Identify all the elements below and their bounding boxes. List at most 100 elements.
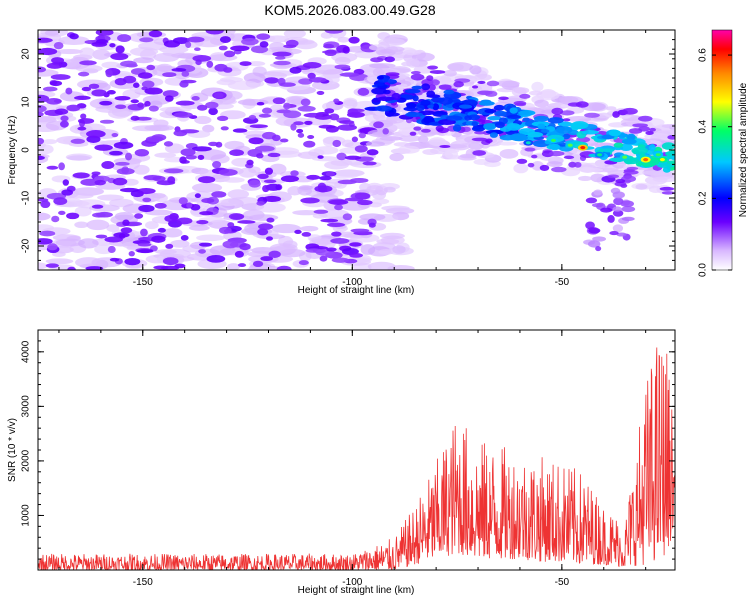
heatmap-cell xyxy=(197,176,216,184)
heatmap-cell xyxy=(513,100,527,106)
heatmap-cell xyxy=(162,257,179,266)
heatmap-peak xyxy=(622,155,628,159)
heatmap-cell xyxy=(248,179,261,188)
heatmap-cell xyxy=(635,183,648,190)
heatmap-peak xyxy=(597,153,603,157)
heatmap-cell xyxy=(621,206,636,213)
heatmap-cell xyxy=(206,60,214,68)
heatmap-cell xyxy=(376,82,385,87)
heatmap-peak xyxy=(525,141,531,145)
heatmap-cell xyxy=(186,36,205,43)
heatmap-cell xyxy=(567,102,582,107)
heatmap-cell xyxy=(179,156,187,164)
heatmap-cell xyxy=(382,128,389,135)
heatmap-cell xyxy=(484,108,497,114)
heatmap-cell xyxy=(368,222,376,228)
heatmap-cell xyxy=(151,192,166,199)
heatmap-cell xyxy=(330,159,353,167)
heatmap-cell xyxy=(176,217,193,225)
heatmap-cell xyxy=(615,178,626,184)
heatmap-cell xyxy=(435,125,444,132)
heatmap-cell xyxy=(620,200,634,208)
heatmap-cell xyxy=(110,52,129,61)
heatmap-cell xyxy=(555,126,573,134)
heatmap-cell xyxy=(409,131,417,136)
heatmap-cell xyxy=(66,212,80,220)
heatmap-cell xyxy=(308,77,327,83)
heatmap-cell xyxy=(279,82,296,87)
heatmap-cell xyxy=(133,57,155,64)
heatmap-cell xyxy=(46,97,62,105)
heatmap-cell xyxy=(294,40,318,50)
heatmap-cell xyxy=(290,123,297,131)
heatmap-cell xyxy=(638,126,651,132)
heatmap-cell xyxy=(304,120,313,126)
heatmap-cell xyxy=(289,66,302,74)
heatmap-cell xyxy=(91,89,107,97)
heatmap-cell xyxy=(46,62,63,69)
heatmap-cell xyxy=(427,104,434,109)
heatmap-cell xyxy=(438,97,453,105)
heatmap-cell xyxy=(477,80,486,84)
heatmap-cell xyxy=(489,132,498,138)
heatmap-cell xyxy=(533,115,550,122)
heatmap-cell xyxy=(585,197,598,204)
heatmap-cell xyxy=(139,37,154,43)
heatmap-cell xyxy=(247,266,277,270)
heatmap-cell xyxy=(115,45,125,54)
chart-title: KOM5.2026.083.00.49.G28 xyxy=(264,2,436,18)
heatmap-cell xyxy=(280,175,300,183)
heatmap-cell xyxy=(271,134,281,142)
heatmap-cell xyxy=(77,126,87,131)
heatmap-cell xyxy=(194,193,201,199)
heatmap-cell xyxy=(369,63,396,69)
heatmap-cell xyxy=(256,101,265,106)
heatmap-cell xyxy=(130,99,139,104)
heatmap-cell xyxy=(164,215,178,223)
heatmap-cell xyxy=(325,171,335,177)
heatmap-cell xyxy=(53,41,64,50)
heatmap-cell xyxy=(62,179,70,186)
heatmap-cell xyxy=(344,155,362,160)
heatmap-cell xyxy=(95,30,114,36)
heatmap-cell xyxy=(79,47,95,58)
heatmap-cell xyxy=(393,142,411,147)
heatmap-cell xyxy=(271,223,302,234)
top-ytick-label: 0 xyxy=(21,147,32,153)
heatmap-cell xyxy=(662,166,671,173)
heatmap-cell xyxy=(249,124,269,129)
heatmap-cell xyxy=(371,87,387,95)
heatmap-cell xyxy=(186,202,193,209)
colorbar-gradient xyxy=(711,29,733,271)
heatmap-cell xyxy=(300,225,319,232)
heatmap-cell xyxy=(540,129,550,133)
heatmap-cell xyxy=(421,83,431,91)
heatmap-cell xyxy=(75,257,103,268)
heatmap-cell xyxy=(415,104,425,112)
bottom-ytick-label: 2000 xyxy=(21,449,32,472)
heatmap-cell xyxy=(105,69,113,78)
heatmap-cell xyxy=(129,47,159,57)
heatmap-cell xyxy=(99,119,115,124)
heatmap-cell xyxy=(278,267,289,270)
heatmap-cell xyxy=(171,67,187,72)
heatmap-cell xyxy=(328,199,349,205)
heatmap-cell xyxy=(376,96,395,102)
heatmap-cell xyxy=(256,201,265,206)
heatmap-cell xyxy=(513,87,530,94)
heatmap-cell xyxy=(342,213,353,221)
heatmap-cell xyxy=(218,226,232,235)
heatmap-cell xyxy=(218,168,238,176)
heatmap-cell xyxy=(326,222,346,228)
heatmap-cell xyxy=(362,161,377,166)
heatmap-cell xyxy=(118,233,126,239)
heatmap-cell xyxy=(623,170,639,175)
heatmap-cell xyxy=(38,47,58,56)
bottom-xtick-label: -50 xyxy=(555,577,570,588)
heatmap-cell xyxy=(423,115,435,124)
heatmap-cell xyxy=(507,114,522,120)
heatmap-cell xyxy=(297,151,321,159)
colorbar: 0.0 0.2 0.4 0.6 Normalized spectral amplitu… xyxy=(698,29,749,277)
heatmap-cell xyxy=(274,56,286,60)
heatmap-cell xyxy=(601,134,615,140)
